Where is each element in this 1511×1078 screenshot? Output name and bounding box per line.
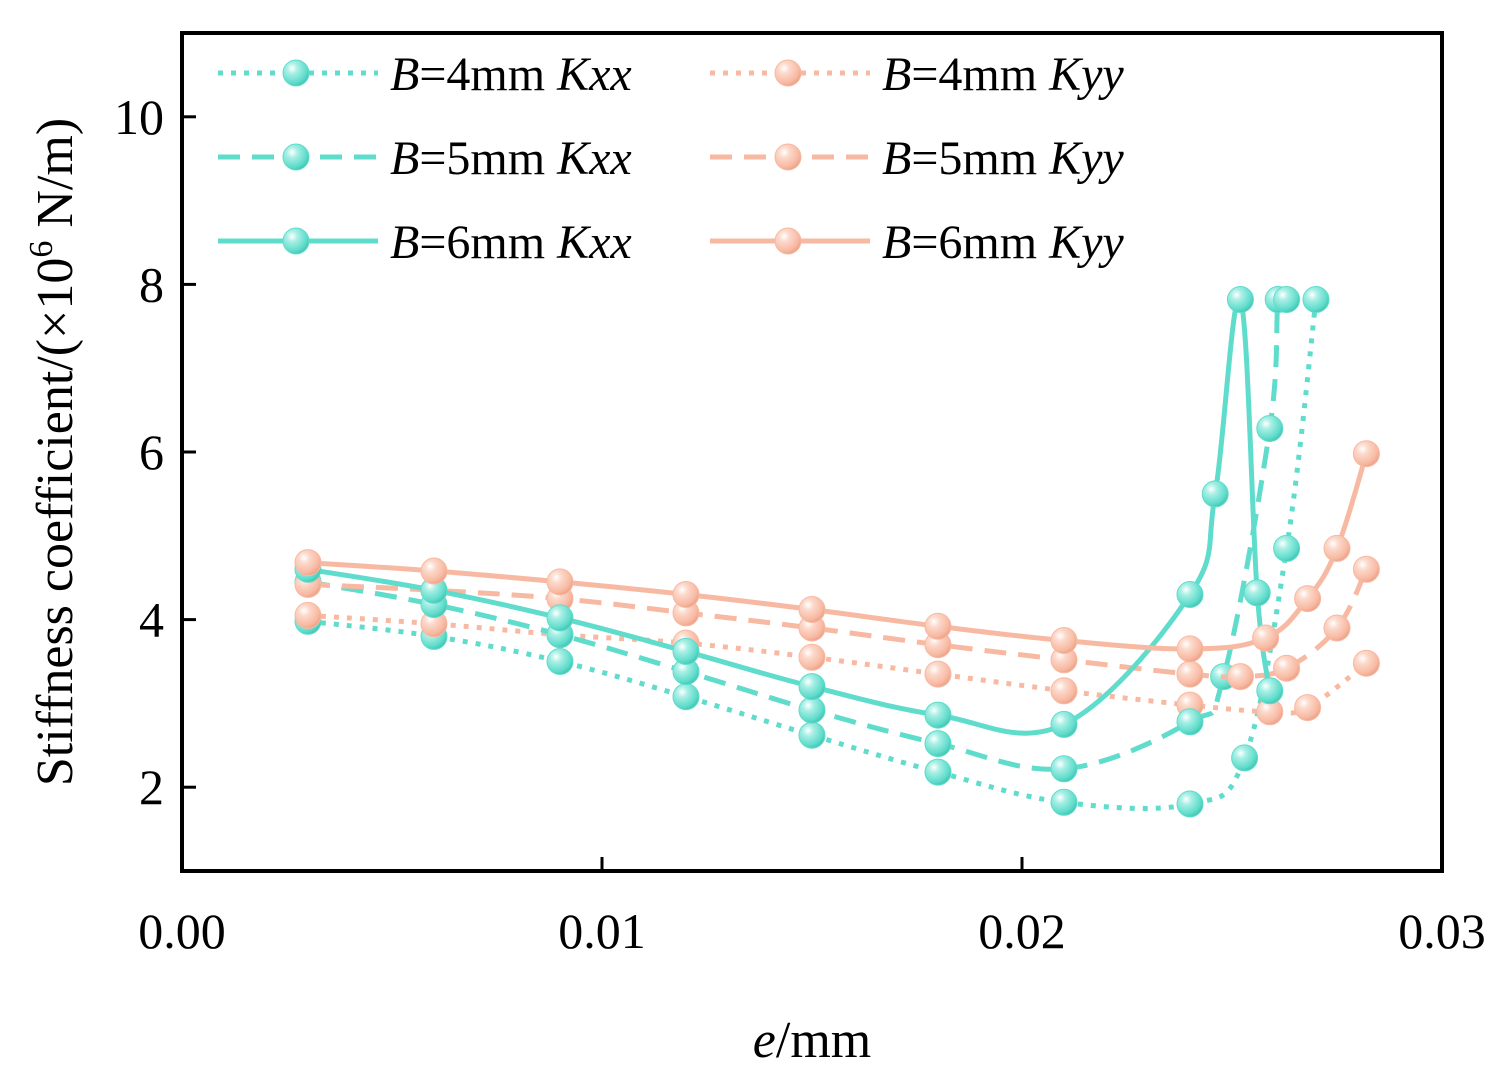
data-point-b6-kyy-5 <box>924 612 952 640</box>
legend-item-b4-kxx: B=4mm Kxx <box>218 48 632 101</box>
data-point-b6-kxx-8 <box>1201 480 1229 508</box>
data-point-b6-kxx-10 <box>1243 579 1271 607</box>
data-point-b4-kyy-5 <box>924 660 952 688</box>
data-point-b4-kyy-10 <box>1352 649 1380 677</box>
data-point-b6-kxx-11 <box>1256 677 1284 705</box>
data-point-b4-kxx-4 <box>798 721 826 749</box>
legend-marker <box>282 59 310 87</box>
y-tick-label: 6 <box>139 424 164 480</box>
data-point-b6-kxx-2 <box>546 604 574 632</box>
legend-label: B=6mm Kxx <box>390 216 632 269</box>
data-point-b6-kyy-7 <box>1176 635 1204 663</box>
data-point-b4-kyy-6 <box>1050 677 1078 705</box>
data-point-b5-kyy-8 <box>1226 663 1254 691</box>
y-tick-label: 8 <box>139 256 164 312</box>
x-tick-label: 0.02 <box>978 903 1066 959</box>
legend-item-b6-kyy: B=6mm Kyy <box>710 216 1124 269</box>
data-point-b4-kxx-9 <box>1273 534 1301 562</box>
data-point-b6-kyy-0 <box>294 549 322 577</box>
x-tick-label: 0.01 <box>558 903 646 959</box>
series-layer <box>294 286 1380 818</box>
data-point-b6-kxx-4 <box>798 673 826 701</box>
data-point-b4-kyy-4 <box>798 643 826 671</box>
data-point-b5-kyy-7 <box>1176 660 1204 688</box>
y-axis-title: Stiffness coefficient/(×106 N/m) <box>23 118 84 786</box>
data-point-b4-kxx-10 <box>1302 286 1330 313</box>
data-point-b4-kxx-7 <box>1176 790 1204 818</box>
data-point-b4-kxx-2 <box>546 648 574 675</box>
y-tick-label: 4 <box>139 592 164 648</box>
legend-label: B=5mm Kyy <box>882 132 1124 185</box>
legend-marker <box>282 143 310 171</box>
x-tick-label: 0.03 <box>1398 903 1486 959</box>
data-point-b4-kxx-8 <box>1231 744 1259 772</box>
legend: B=4mm Kxx B=4mm Kyy B=5mm Kxx B=5mm Kyy B=6m… <box>218 48 1124 269</box>
data-point-b4-kxx-5 <box>924 758 952 786</box>
legend-label: B=4mm Kxx <box>390 48 632 101</box>
series-line-b5-kxx <box>307 286 1290 772</box>
data-point-b5-kyy-10 <box>1323 614 1351 642</box>
data-point-b4-kxx-6 <box>1050 788 1078 816</box>
legend-label: B=4mm Kyy <box>882 48 1124 101</box>
data-point-b5-kxx-6 <box>1050 755 1078 783</box>
data-point-b5-kxx-7 <box>1176 708 1204 736</box>
data-point-b6-kyy-2 <box>546 568 574 596</box>
legend-label: B=6mm Kyy <box>882 216 1124 269</box>
legend-item-b5-kxx: B=5mm Kxx <box>218 132 632 185</box>
data-point-b5-kyy-11 <box>1352 555 1380 583</box>
data-point-b6-kyy-1 <box>420 557 448 585</box>
x-axis-title: e/mm <box>753 1012 871 1069</box>
data-point-b5-kxx-9 <box>1256 415 1284 442</box>
series-b6-kxx <box>294 286 1284 738</box>
y-tick-label: 10 <box>114 89 164 145</box>
legend-item-b4-kyy: B=4mm Kyy <box>710 48 1124 101</box>
data-point-b6-kyy-3 <box>672 581 700 608</box>
legend-marker <box>774 59 802 87</box>
data-point-b5-kxx-4 <box>798 696 826 724</box>
data-point-b4-kxx-3 <box>672 683 700 711</box>
series-line-b4-kxx <box>307 299 1319 811</box>
data-point-b4-kyy-9 <box>1294 694 1322 722</box>
x-tick-label: 0.00 <box>138 903 226 959</box>
y-tick-label: 2 <box>139 759 164 815</box>
series-b6-kyy <box>294 440 1380 663</box>
data-point-b5-kyy-9 <box>1273 654 1301 682</box>
data-point-b6-kyy-9 <box>1294 585 1322 613</box>
data-point-b6-kyy-8 <box>1252 624 1280 652</box>
data-point-b6-kyy-11 <box>1352 440 1380 468</box>
data-point-b6-kxx-9 <box>1226 286 1254 313</box>
data-point-b6-kyy-4 <box>798 596 826 623</box>
data-point-b6-kyy-10 <box>1323 534 1351 562</box>
data-point-b5-kxx-11 <box>1273 286 1301 313</box>
data-point-b6-kxx-5 <box>924 701 952 729</box>
axes: 0.00 0.01 0.02 0.03 2 4 6 8 10 <box>114 31 1486 959</box>
data-point-b6-kxx-6 <box>1050 710 1078 738</box>
legend-marker <box>282 227 310 255</box>
series-line-b5-kyy <box>307 568 1369 680</box>
series-b4-kyy <box>294 601 1380 726</box>
legend-label: B=5mm Kxx <box>390 132 632 185</box>
legend-item-b6-kxx: B=6mm Kxx <box>218 216 632 269</box>
data-point-b6-kyy-6 <box>1050 627 1078 654</box>
legend-item-b5-kyy: B=5mm Kyy <box>710 132 1124 185</box>
data-point-b6-kxx-3 <box>672 637 700 665</box>
legend-marker <box>774 143 802 171</box>
data-point-b5-kxx-5 <box>924 730 952 758</box>
series-b5-kxx <box>294 286 1301 783</box>
data-point-b6-kxx-7 <box>1176 581 1204 608</box>
data-point-b4-kyy-0 <box>294 601 322 629</box>
legend-marker <box>774 227 802 255</box>
series-b4-kxx <box>294 286 1330 818</box>
